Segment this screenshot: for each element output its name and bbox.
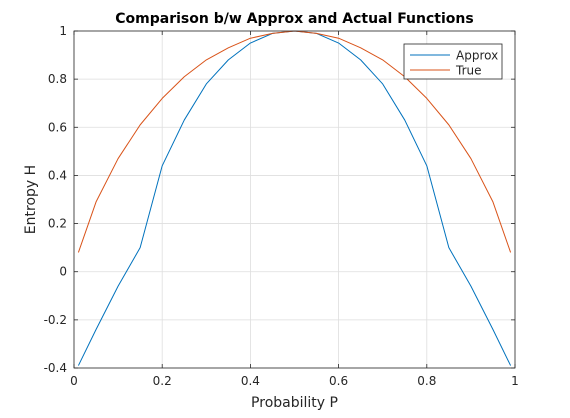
y-tick-label: 1: [59, 24, 67, 38]
y-tick-label: -0.4: [44, 361, 67, 375]
y-tick-label: 0.2: [48, 217, 67, 231]
x-tick-label: 0.8: [417, 374, 436, 388]
plot-frame: [73, 30, 516, 369]
y-tick-label: 0: [59, 265, 67, 279]
y-tick-label: 0.6: [48, 120, 67, 134]
plot-background: [74, 31, 515, 368]
y-axis-label: Entropy H: [23, 165, 39, 234]
x-tick-label: 0.6: [329, 374, 348, 388]
legend-label-approx: Approx: [456, 49, 498, 63]
x-tick-label: 0.2: [153, 374, 172, 388]
x-tick-label: 1: [511, 374, 519, 388]
x-axis-label: Probability P: [251, 395, 338, 411]
chart-title: Comparison b/w Approx and Actual Functio…: [115, 11, 473, 27]
legend-label-true: True: [455, 64, 482, 78]
y-tick-label: -0.2: [44, 313, 67, 327]
legend-box: [403, 43, 503, 80]
legend: Approx True: [403, 43, 503, 80]
x-tick-label: 0.4: [241, 374, 260, 388]
ticks: [73, 30, 516, 369]
y-tick-label: 0.4: [48, 168, 67, 182]
y-tick-label: 0.8: [48, 72, 67, 86]
x-tick-label: 0: [70, 374, 78, 388]
tick-labels: 0 0.2 0.4 0.6 0.8 1 -0.4 -0.2 0 0.2 0.4 0.6 0.8 1: [44, 24, 519, 388]
